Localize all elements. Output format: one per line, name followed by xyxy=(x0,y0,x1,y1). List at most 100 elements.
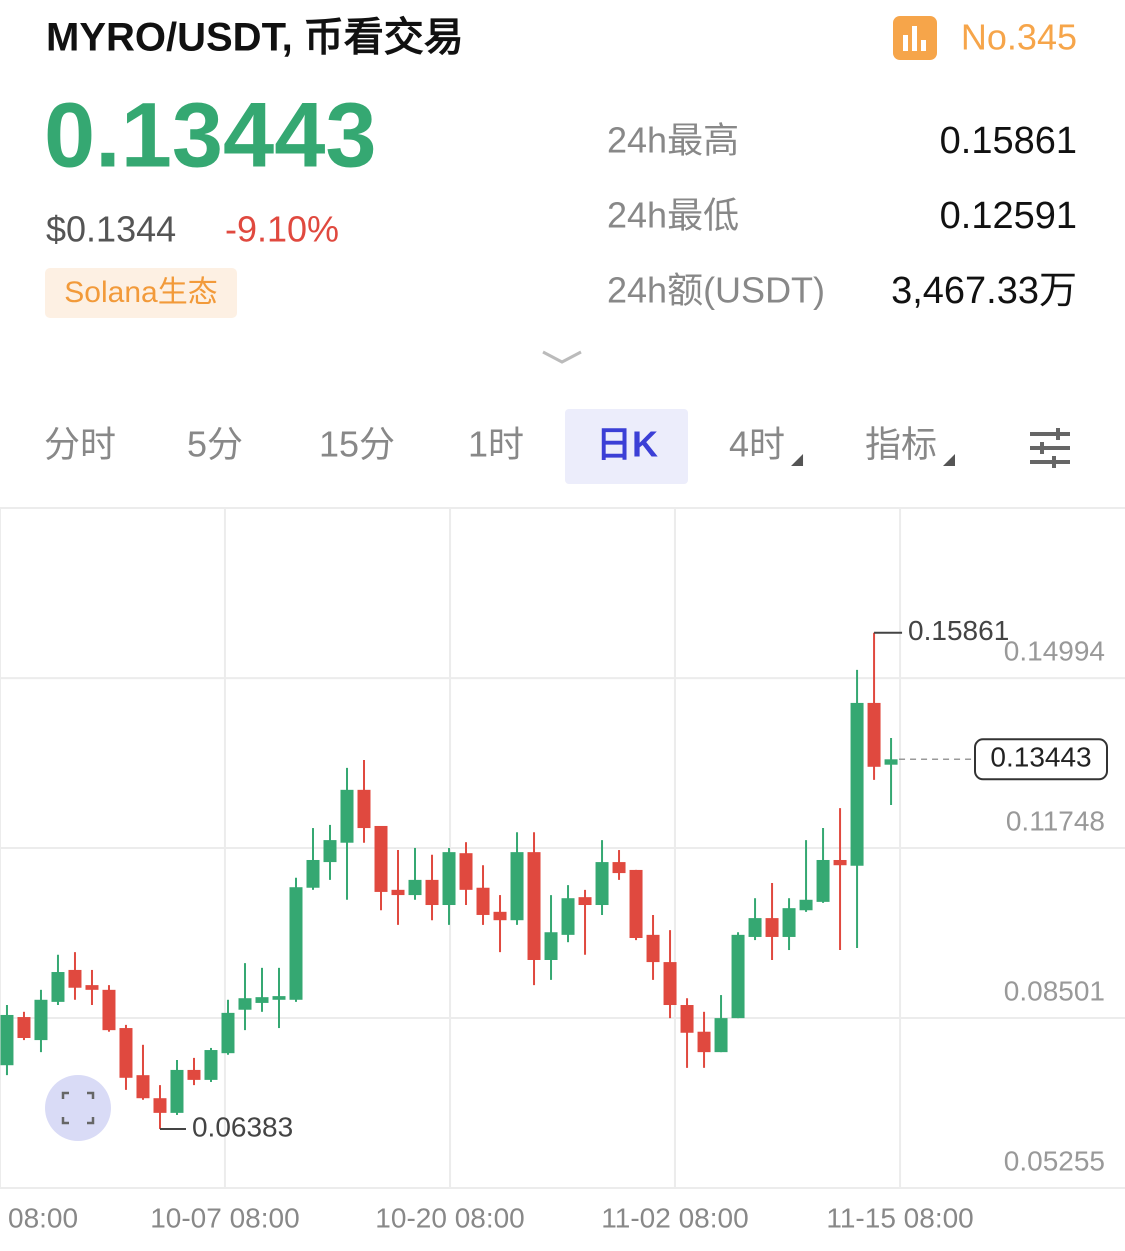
candle-body xyxy=(680,1005,694,1033)
candle-body xyxy=(68,969,82,988)
tabs: 分时 5分 15分 1时 日K 4时 指标 xyxy=(44,424,956,466)
tab[interactable]: 日K xyxy=(596,424,658,465)
candle-body xyxy=(459,853,473,890)
settings-icon[interactable] xyxy=(1030,428,1070,468)
tab[interactable]: 5分 xyxy=(187,424,243,465)
fullscreen-button[interactable] xyxy=(45,1075,111,1141)
candle-body xyxy=(782,908,796,937)
candle-body xyxy=(357,789,371,829)
candle-body xyxy=(238,998,252,1010)
candle-body xyxy=(272,996,286,1000)
x-tick-label: 11-15 08:00 xyxy=(826,1202,973,1233)
candle-body xyxy=(374,825,388,892)
stat-label: 24h最高 xyxy=(607,120,739,161)
candle-body xyxy=(476,887,490,915)
x-tick-label: 10-20 08:00 xyxy=(375,1202,524,1233)
y-tick-label: 0.05255 xyxy=(1004,1145,1105,1176)
y-tick-label: 0.11748 xyxy=(1006,805,1105,836)
stat-label: 24h额(USDT) xyxy=(607,270,825,311)
candle-body xyxy=(17,1017,31,1038)
candle-body xyxy=(289,887,303,1000)
candle-body xyxy=(697,1031,711,1053)
candle-body xyxy=(340,789,354,843)
candle-body xyxy=(884,759,898,765)
candle-body xyxy=(51,972,65,1002)
candle-body xyxy=(578,897,592,906)
last-price-box xyxy=(974,738,1108,781)
tab[interactable]: 1时 xyxy=(468,424,524,465)
stat-value: 3,467.33万 xyxy=(891,270,1077,312)
candle-body xyxy=(425,879,439,906)
stats: 24h最高 0.15861 24h最低 0.12591 24h额(USDT) 3,467.… xyxy=(607,120,1077,313)
price: 0.13443 xyxy=(44,84,377,186)
selected-tab-bg xyxy=(565,409,688,484)
candle-body xyxy=(0,1014,14,1066)
high-label: 0.15861 xyxy=(908,615,1009,646)
rank-icon-bar xyxy=(903,35,908,51)
candle-body xyxy=(34,999,48,1041)
candle-body xyxy=(663,962,677,1006)
stat-label: 24h最低 xyxy=(607,195,739,236)
rank-badge[interactable]: No.345 xyxy=(893,16,1077,60)
candle-body xyxy=(119,1028,133,1078)
fullscreen-icon xyxy=(61,1091,95,1125)
candle-body xyxy=(816,859,830,902)
candle-body xyxy=(170,1069,184,1113)
candle-body xyxy=(629,869,643,938)
candle-body xyxy=(391,889,405,896)
candle-body xyxy=(408,879,422,896)
candle-body xyxy=(833,859,847,866)
candle-body xyxy=(867,702,881,767)
rank: No.345 xyxy=(961,17,1077,58)
tab[interactable]: 分时 xyxy=(44,424,116,465)
stat-value: 0.12591 xyxy=(940,195,1077,237)
candle-body xyxy=(765,918,779,937)
y-tick-label: 0.14994 xyxy=(1004,635,1105,666)
dropdown-arrow xyxy=(791,454,804,466)
expand-chevron[interactable] xyxy=(542,350,582,364)
candle-body xyxy=(510,852,524,921)
tag-box[interactable] xyxy=(45,268,237,318)
candle-body xyxy=(561,898,575,935)
candle-body xyxy=(850,702,864,866)
candle-body xyxy=(595,862,609,906)
candle-body xyxy=(85,985,99,990)
candle-body xyxy=(731,934,745,1019)
low-label: 0.06383 xyxy=(192,1111,293,1142)
x-tick-label: 10-07 08:00 xyxy=(150,1202,299,1233)
candle-body xyxy=(187,1069,201,1080)
tab[interactable]: 15分 xyxy=(319,424,395,465)
candle-body xyxy=(102,989,116,1031)
tab[interactable]: 指标 xyxy=(865,424,937,465)
candle-body xyxy=(442,852,456,906)
candle-body xyxy=(153,1098,167,1113)
candle-body xyxy=(306,859,320,888)
tag: Solana生态 xyxy=(64,276,217,309)
candle-body xyxy=(799,899,813,911)
candle-body xyxy=(323,840,337,863)
stat-value: 0.15861 xyxy=(940,120,1077,162)
candle-body xyxy=(221,1012,235,1054)
x-tick-label: 08:00 xyxy=(8,1202,78,1233)
candle-body xyxy=(527,852,541,960)
dropdown-arrow xyxy=(943,454,956,466)
rank-icon-bar xyxy=(921,40,926,51)
usd-price: $0.1344 xyxy=(46,209,176,250)
candle-body xyxy=(748,918,762,937)
candle-body xyxy=(204,1050,218,1080)
y-tick-label: 0.08501 xyxy=(1004,975,1105,1006)
title: MYRO/USDT, 币看交易 xyxy=(46,16,464,60)
candle-body xyxy=(646,934,660,963)
candle-body xyxy=(136,1075,150,1099)
change: -9.10% xyxy=(225,209,339,250)
tab[interactable]: 4时 xyxy=(729,424,785,465)
last-price-label: 0.13443 xyxy=(990,742,1091,773)
candle-body xyxy=(255,997,269,1003)
rank-icon-bar xyxy=(912,26,917,51)
chart: 0.05255 0.08501 0.11748 0.14994 08:00 10-07 0… xyxy=(0,508,1125,1233)
x-tick-label: 11-02 08:00 xyxy=(601,1202,748,1233)
candle-body xyxy=(544,932,558,960)
candle-body xyxy=(714,1018,728,1053)
